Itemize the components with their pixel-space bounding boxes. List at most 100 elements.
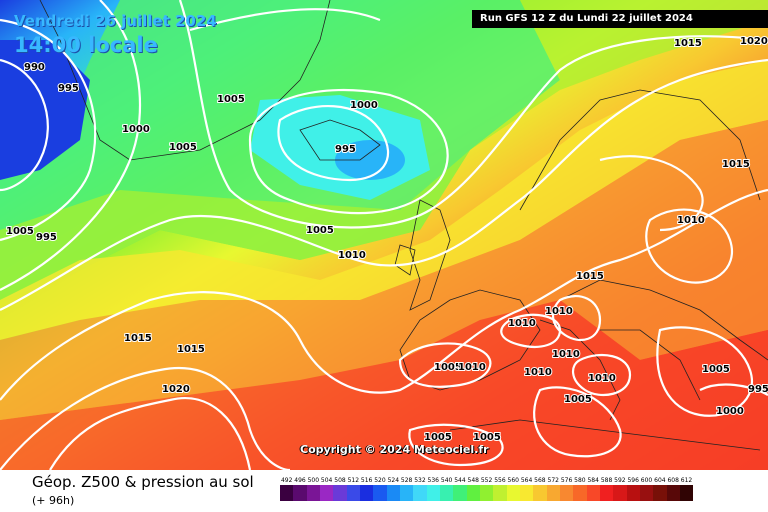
legend-swatch [466,485,480,501]
legend-swatch [453,485,467,501]
legend-swatch [519,485,534,501]
legend-swatch [413,485,427,501]
isobar-label: 1005 [564,394,592,405]
map-title: Géop. Z500 & pression au sol [32,473,254,491]
legend-value: 496 [294,477,306,484]
legend-swatch [506,485,520,501]
legend-value: 612 [680,477,693,484]
isobar-label: 1010 [677,215,705,226]
isobar-label: 1010 [552,349,580,360]
geopotential-band-red [0,300,768,470]
legend-value: 568 [534,477,546,484]
isobar-label: 1010 [588,373,616,384]
legend-swatch [426,485,440,501]
legend-value: 548 [467,477,479,484]
isobar-label: 995 [335,144,356,155]
coastlines [39,0,768,451]
legend-value: 604 [654,477,666,484]
legend-value: 580 [574,477,586,484]
legend-value: 504 [320,477,333,484]
isobar-label: 1005 [169,142,197,153]
isobar-label: 1020 [740,36,768,47]
isobar-label: 995 [36,232,57,243]
legend-value: 592 [614,477,626,484]
legend-value: 508 [334,477,346,484]
legend-swatch [319,485,334,501]
isobar-label: 1020 [162,384,190,395]
legend-swatch [306,485,320,501]
legend-value: 520 [374,477,386,484]
legend-value: 608 [667,477,679,484]
legend-swatch [573,485,587,501]
legend-value: 560 [507,477,519,484]
isobar-label: 1010 [508,318,536,329]
legend-swatch [653,485,667,501]
model-run-label: Run GFS 12 Z du Lundi 22 juillet 2024 [472,10,768,28]
legend-value: 524 [387,477,400,484]
legend-value: 572 [547,477,559,484]
legend-value: 544 [454,477,466,484]
isobar-label: 995 [58,83,79,94]
color-legend: 492 496 500 504 508 512 516 520 524 528 532 536 540 5… [280,477,760,501]
isobar-label: 1015 [576,271,604,282]
geopotential-band-orange [0,120,768,420]
isobar-label: 1010 [338,250,366,261]
legend-swatch [373,485,387,501]
legend-value: 540 [440,477,453,484]
legend-swatch [333,485,347,501]
legend-swatch [666,485,680,501]
isobar-label: 1015 [124,333,152,344]
legend-swatch [399,485,414,501]
legend-swatch [533,485,547,501]
geopotential-band-yellow [0,60,768,340]
isobar-label: 1015 [722,159,750,170]
legend-swatch [626,485,640,501]
legend-swatch [613,485,627,501]
isobar-label: 1015 [177,344,205,355]
forecast-time: 14:00 locale [14,33,158,57]
legend-value: 588 [600,477,613,484]
legend-value: 552 [480,477,493,484]
legend-value: 492 [280,477,293,484]
isobar-label: 990 [24,62,45,73]
isobar-label: 1010 [458,362,486,373]
isobar-label: 1010 [545,306,573,317]
isobars [0,0,768,470]
legend-swatch [586,485,600,501]
legend-swatch [280,485,294,501]
legend-swatch [559,485,574,501]
legend-value: 512 [347,477,360,484]
legend-swatch [359,485,374,501]
copyright: Copyright © 2024 Meteociel.fr [300,443,489,456]
legend-value: 584 [587,477,599,484]
forecast-date: Vendredi 26 juillet 2024 [14,12,217,30]
legend-swatch [599,485,614,501]
isobar-label: 1005 [6,226,34,237]
legend-value: 500 [307,477,320,484]
legend-value: 596 [627,477,639,484]
isobar-label: 1005 [424,432,452,443]
legend-labels: 492 496 500 504 508 512 516 520 524 528 532 536 540 5… [280,477,760,484]
isobar-label: 1005 [473,432,501,443]
legend-value: 556 [494,477,506,484]
legend-value: 536 [427,477,439,484]
isobar-label: 1005 [217,94,245,105]
legend-value: 516 [360,477,373,484]
legend-swatch [479,485,494,501]
legend-value: 564 [520,477,533,484]
isobar-label: 1015 [674,38,702,49]
legend-swatch [639,485,654,501]
isobar-label: 1000 [716,406,744,417]
isobar-label: 1000 [350,100,378,111]
legend-value: 576 [560,477,573,484]
legend-swatch [439,485,454,501]
legend-swatch [293,485,307,501]
isobar-label: 1005 [306,225,334,236]
legend-swatch [679,485,694,501]
legend-swatch [493,485,507,501]
legend-value: 528 [400,477,413,484]
isobar-label: 995 [748,384,768,395]
legend-bar [280,485,760,501]
geopotential-band-lightgreen [0,0,768,300]
legend-swatch [546,485,560,501]
